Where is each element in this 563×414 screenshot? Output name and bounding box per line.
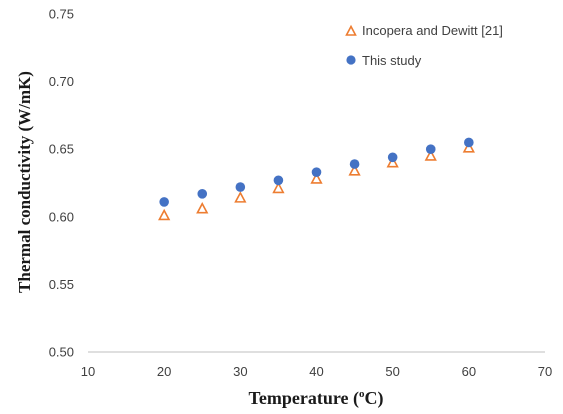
x-axis-label-main: Temperature ( — [249, 388, 359, 409]
incopera-data-point — [462, 141, 475, 153]
x-tick-label: 60 — [462, 364, 476, 379]
legend-marker-triangle — [345, 24, 357, 36]
x-tick-labels: 10 20 30 40 50 60 70 — [81, 364, 552, 379]
incopera-data-point — [424, 149, 437, 161]
this-study-data-point — [425, 144, 436, 154]
this-study-data-point — [273, 175, 284, 186]
x-tick-label: 10 — [81, 364, 95, 379]
this-study-data-point — [464, 137, 474, 148]
y-tick-label: 0.50 — [49, 345, 74, 360]
incopera-data-point — [196, 201, 209, 214]
y-tick-label: 0.55 — [49, 277, 74, 292]
incopera-data-point — [272, 181, 285, 194]
y-tick-label: 0.65 — [49, 142, 74, 157]
x-axis-label: Temperature (oC) — [249, 388, 384, 409]
x-tick-label: 40 — [309, 364, 323, 379]
this-study-data-point — [159, 197, 169, 207]
y-tick-label: 0.70 — [49, 74, 74, 89]
legend-marker-circle — [346, 55, 356, 65]
this-study-data-point — [311, 167, 322, 177]
y-tick-label: 0.60 — [49, 209, 74, 224]
incopera-data-point — [386, 156, 399, 168]
x-tick-label: 50 — [385, 364, 399, 379]
legend-item-incopera: Incopera and Dewitt [21] — [345, 23, 503, 38]
legend: Incopera and Dewitt [21] This study — [345, 23, 503, 68]
legend-label-incopera: Incopera and Dewitt [21] — [362, 23, 503, 38]
legend-label-this-study: This study — [362, 53, 422, 68]
this-study-data-point — [349, 159, 360, 169]
x-axis-label-superscript: o — [359, 388, 365, 400]
incopera-data-point — [310, 172, 323, 184]
this-study-data-point — [235, 182, 246, 192]
legend-item-this-study: This study — [346, 53, 422, 68]
incopera-data-point — [234, 191, 247, 203]
y-tick-labels: 0.50 0.55 0.60 0.65 0.70 0.75 — [49, 7, 74, 360]
incopera-data-point — [158, 208, 171, 221]
data-points — [158, 137, 475, 221]
x-tick-label: 20 — [157, 364, 171, 379]
this-study-data-point — [387, 152, 398, 163]
incopera-data-point — [348, 164, 361, 176]
this-study-data-point — [197, 189, 208, 199]
x-tick-label: 30 — [233, 364, 247, 379]
y-tick-label: 0.75 — [49, 7, 74, 22]
y-axis-label: Thermal conductivity (W/mK) — [15, 71, 34, 293]
x-tick-label: 70 — [538, 364, 552, 379]
x-axis-label-tail: C) — [364, 388, 383, 409]
